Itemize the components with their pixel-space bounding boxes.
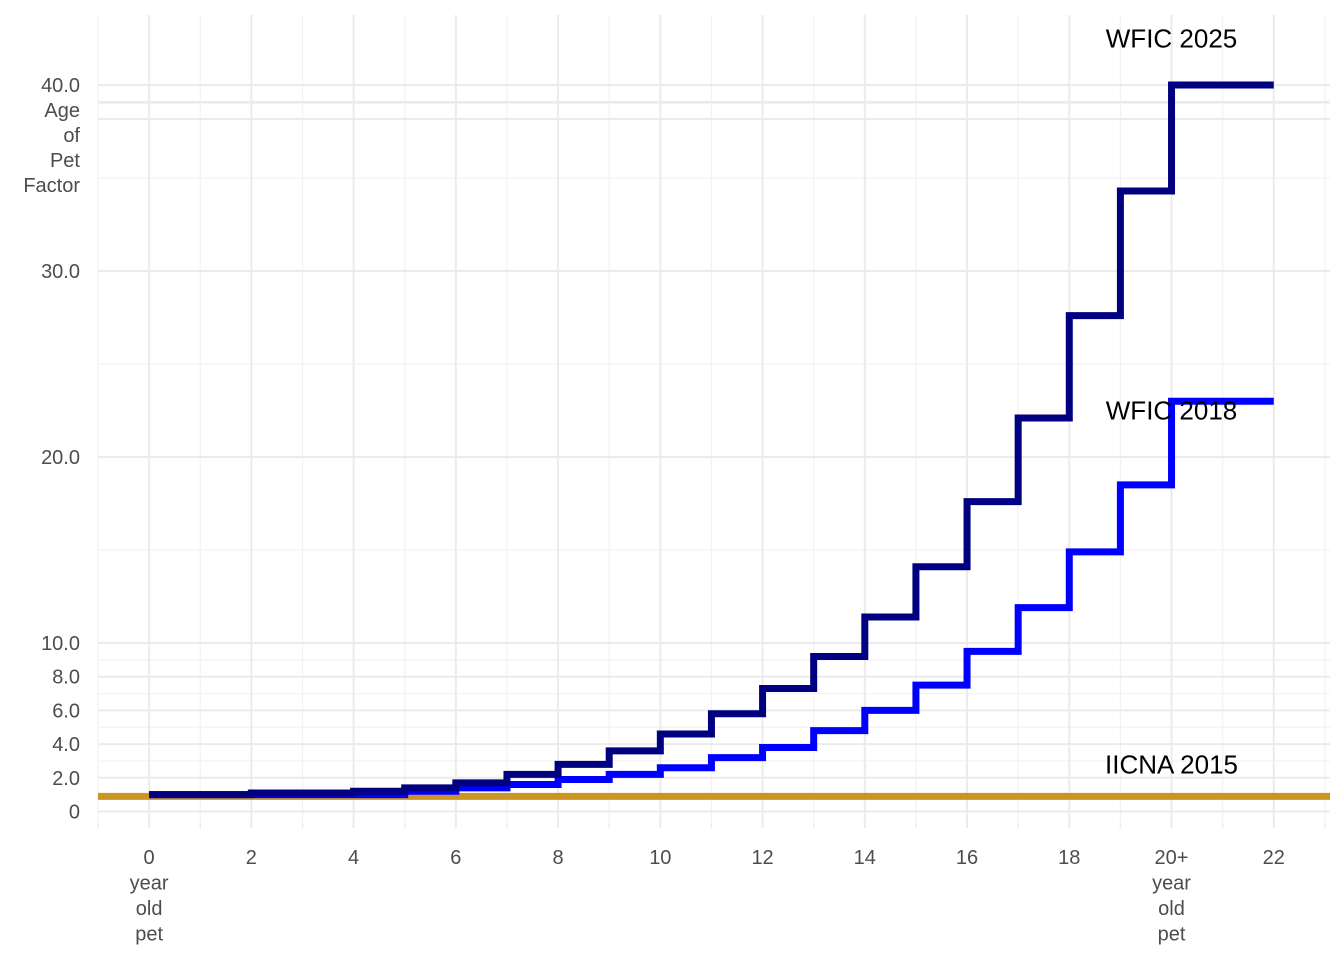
y-tick-label: 30.0 <box>41 261 80 283</box>
x-tick-label: 6 <box>450 847 461 869</box>
x-tick-label: 22 <box>1263 847 1285 869</box>
x-tick-label-line: pet <box>1158 924 1186 946</box>
x-tick-label-line: 18 <box>1058 847 1080 869</box>
x-tick-label: 8 <box>553 847 564 869</box>
series-lines <box>98 81 1330 800</box>
series-line-wfic-2025 <box>149 81 1274 799</box>
y-axis-caption-line: Age <box>44 100 80 122</box>
x-tick-label-line: 0 <box>144 847 155 869</box>
y-tick-label: 6.0 <box>52 700 80 722</box>
x-tick-label: 10 <box>649 847 671 869</box>
y-tick-label: 8.0 <box>52 667 80 689</box>
x-tick-label-line: year <box>1152 873 1191 895</box>
y-axis-caption-line: Factor <box>23 175 80 197</box>
x-tick-label: 2 <box>246 847 257 869</box>
x-tick-label-line: pet <box>135 924 163 946</box>
y-tick-label: 10.0 <box>41 633 80 655</box>
x-tick-label-line: 2 <box>246 847 257 869</box>
x-tick-label-line: 22 <box>1263 847 1285 869</box>
y-axis: 0 2.0 4.0 6.0 8.0 10.0 20.0 30.0 40.0 Age of Pet Fac… <box>23 75 80 824</box>
y-tick-label: 2.0 <box>52 768 80 790</box>
x-tick-label: 14 <box>854 847 876 869</box>
x-tick-label: 16 <box>956 847 978 869</box>
x-tick-label-line: 8 <box>553 847 564 869</box>
x-tick-label: 0 year old pet <box>130 847 169 946</box>
series-label-iicna-2015: IICNA 2015 <box>1105 749 1238 779</box>
y-tick-label: 40.0 <box>41 75 80 97</box>
y-axis-caption-line: of <box>63 125 80 147</box>
series-labels: IICNA 2015 WFIC 2018 WFIC 2025 <box>1105 24 1238 780</box>
x-tick-label: 12 <box>751 847 773 869</box>
series-label-wfic-2025: WFIC 2025 <box>1106 24 1238 54</box>
x-tick-label-line: old <box>136 898 163 920</box>
y-tick-label: 4.0 <box>52 734 80 756</box>
x-tick-label-line: 14 <box>854 847 876 869</box>
x-tick-label-line: 20+ <box>1155 847 1189 869</box>
x-tick-label: 4 <box>348 847 359 869</box>
x-tick-label-line: 16 <box>956 847 978 869</box>
x-tick-label-line: 12 <box>751 847 773 869</box>
y-tick-label: 20.0 <box>41 447 80 469</box>
x-axis: 0 year old pet 2 4 6 8 10 12 14 16 18 20+ year old pet 22 <box>130 847 1285 946</box>
x-tick-label-line: year <box>130 873 169 895</box>
series-label-wfic-2018: WFIC 2018 <box>1106 396 1238 426</box>
x-tick-label-line: old <box>1158 898 1185 920</box>
y-axis-caption-line: Pet <box>50 150 80 172</box>
x-tick-label-line: 4 <box>348 847 359 869</box>
x-tick-label-line: 10 <box>649 847 671 869</box>
x-tick-label: 20+ year old pet <box>1152 847 1191 946</box>
x-tick-label: 18 <box>1058 847 1080 869</box>
y-axis-caption: Age of Pet Factor <box>23 100 80 197</box>
y-tick-label: 0 <box>69 802 80 824</box>
x-tick-label-line: 6 <box>450 847 461 869</box>
